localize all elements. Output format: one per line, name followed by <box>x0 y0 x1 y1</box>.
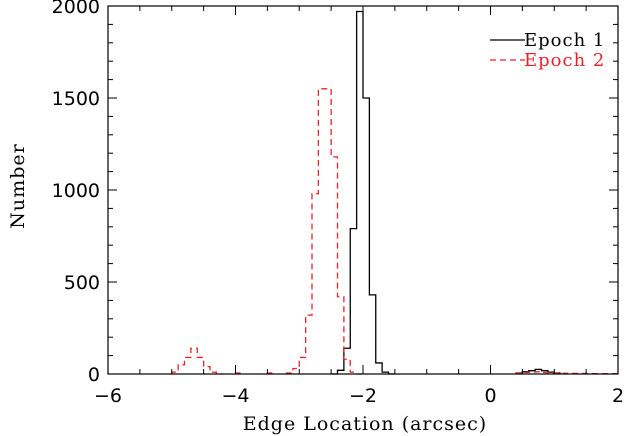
y-axis-title: Number <box>7 143 29 228</box>
bin-1-5 <box>363 98 369 374</box>
bin-2-16 <box>325 89 331 374</box>
bin-2-1 <box>178 365 184 374</box>
legend-label: Epoch 2 <box>524 50 605 71</box>
bin-1-7 <box>376 363 382 374</box>
y-tick-label: 2000 <box>52 0 100 18</box>
bin-1-6 <box>369 295 375 374</box>
bin-2-5 <box>204 367 210 374</box>
axis-ticks <box>107 5 619 375</box>
bin-2-12 <box>299 357 305 374</box>
bin-1-3 <box>350 229 356 374</box>
x-tick-label: 2 <box>612 385 624 407</box>
bin-2-19 <box>344 359 350 374</box>
bin-2-13 <box>306 315 312 374</box>
legend-label: Epoch 1 <box>524 30 605 51</box>
series-2 <box>171 88 618 375</box>
bin-1-4 <box>357 12 363 374</box>
bin-2-15 <box>318 89 324 374</box>
bin-2-14 <box>312 194 318 374</box>
bin-2-18 <box>338 297 344 374</box>
y-tick-label: 1500 <box>52 88 100 110</box>
x-tick-label: −2 <box>349 385 377 407</box>
y-tick-label: 500 <box>64 272 100 294</box>
bin-2-3 <box>191 348 197 374</box>
x-tick-label: 0 <box>484 385 496 407</box>
x-tick-label: −6 <box>94 385 122 407</box>
y-tick-label: 0 <box>88 364 100 386</box>
axis-tick-labels: −6 −4 −2 0 2 0 500 1000 1500 2000 <box>52 0 624 407</box>
bin-2-4 <box>197 357 203 374</box>
x-axis-title: Edge Location (arcsec) <box>243 413 487 435</box>
bin-2-17 <box>331 157 337 374</box>
bin-2-2 <box>185 357 191 374</box>
x-tick-label: −4 <box>221 385 249 407</box>
bin-2-11 <box>293 368 299 374</box>
y-tick-label: 1000 <box>52 180 100 202</box>
